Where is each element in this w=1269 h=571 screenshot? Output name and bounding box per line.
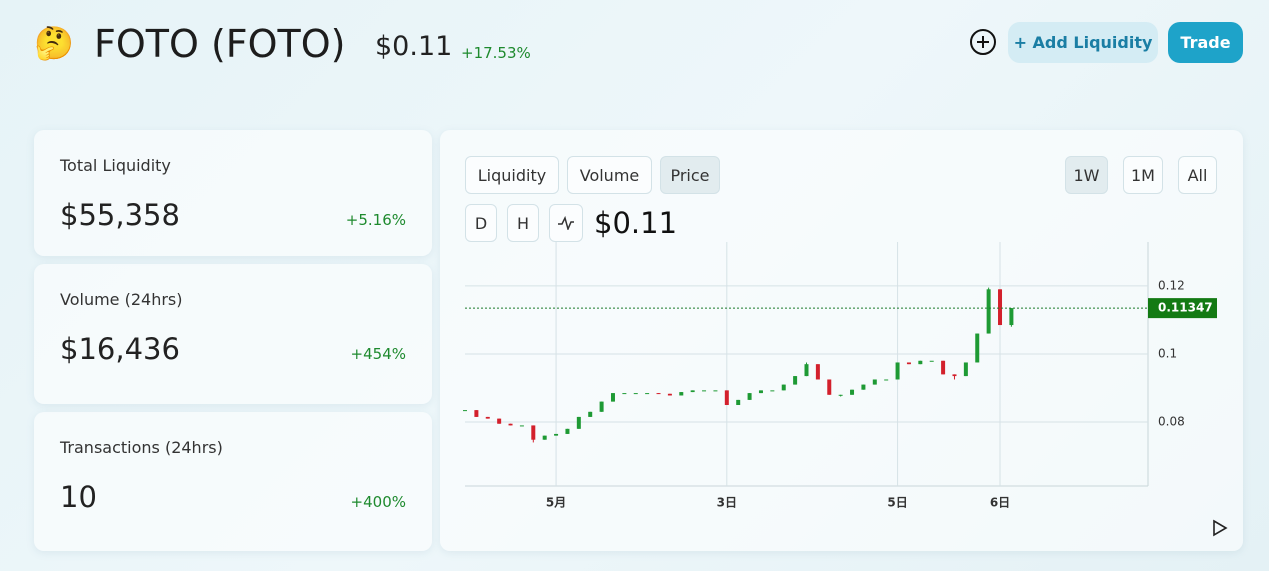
candle-body — [713, 390, 718, 392]
candle-body — [850, 389, 855, 395]
token-price: $0.11 — [375, 31, 453, 62]
range-button[interactable]: 1M — [1123, 156, 1163, 194]
candle-body — [485, 416, 490, 419]
tab-button[interactable]: Volume — [567, 156, 652, 194]
candle-body — [1009, 308, 1014, 326]
stat-label: Volume (24hrs) — [60, 290, 183, 309]
chart-panel: Liquidity Volume Price 1W 1M All D H $0.… — [440, 130, 1243, 551]
candle-body — [884, 379, 889, 381]
candle-body — [508, 423, 513, 426]
candle-body — [770, 390, 775, 392]
candle-body — [793, 376, 798, 385]
candle-body — [667, 393, 672, 396]
scroll-button[interactable] — [1213, 519, 1228, 537]
last-price-box — [1148, 298, 1217, 319]
candle-body — [963, 362, 968, 377]
candle-body — [599, 401, 604, 412]
interval-button[interactable]: H — [507, 204, 539, 242]
tab-button[interactable]: Liquidity — [465, 156, 559, 194]
candle-body — [906, 362, 911, 365]
stat-value: $16,436 — [60, 332, 180, 366]
candle-body — [542, 435, 547, 440]
candle-body — [645, 393, 650, 395]
stat-card: Transactions (24hrs) 10 +400% — [34, 412, 432, 551]
candle-body — [827, 379, 832, 395]
line-mode-button[interactable] — [549, 204, 583, 242]
candle-body — [702, 390, 707, 392]
candle-body — [895, 362, 900, 380]
token-name: FOTO (FOTO) — [94, 22, 346, 66]
candle-body — [941, 360, 946, 375]
x-tick-label: 6日 — [990, 496, 1010, 510]
stat-value: 10 — [60, 480, 97, 514]
stat-card: Total Liquidity $55,358 +5.16% — [34, 130, 432, 256]
stat-label: Total Liquidity — [60, 156, 171, 175]
candle-body — [519, 425, 524, 427]
candle-body — [576, 416, 581, 429]
candle-body — [998, 289, 1003, 326]
candle-body — [622, 393, 627, 395]
candle-body — [656, 393, 661, 395]
stat-change: +400% — [350, 493, 406, 511]
trade-button[interactable]: Trade — [1168, 22, 1243, 63]
candle-body — [554, 433, 559, 436]
candle-body — [588, 411, 593, 417]
y-tick-label: 0.12 — [1158, 278, 1185, 292]
candle-body — [610, 393, 615, 402]
candle-body — [565, 428, 570, 434]
candle-body — [747, 393, 752, 400]
x-tick-label: 3日 — [717, 496, 737, 510]
add-icon[interactable] — [969, 28, 997, 56]
candle-body — [781, 384, 786, 391]
stat-card: Volume (24hrs) $16,436 +454% — [34, 264, 432, 404]
candle-body — [952, 374, 957, 377]
tab-button[interactable]: Price — [660, 156, 720, 194]
candle-body — [918, 360, 923, 365]
range-button[interactable]: All — [1178, 156, 1217, 194]
stat-value: $55,358 — [60, 198, 180, 232]
candle-body — [736, 399, 741, 406]
candle-body — [758, 390, 763, 394]
candle-body — [690, 390, 695, 393]
price-change: +17.53% — [461, 44, 531, 62]
candle-body — [861, 384, 866, 390]
candle-body — [531, 425, 536, 440]
stat-change: +5.16% — [345, 211, 406, 229]
interval-button[interactable]: D — [465, 204, 497, 242]
last-price-label: 0.11347 — [1158, 301, 1213, 315]
candle-body — [975, 333, 980, 363]
candle-body — [724, 390, 729, 406]
range-button[interactable]: 1W — [1065, 156, 1108, 194]
candle-body — [986, 289, 991, 334]
add-liquidity-button[interactable]: + Add Liquidity — [1008, 22, 1158, 63]
candle-body — [929, 360, 934, 362]
candle-body — [838, 394, 843, 396]
pulse-icon — [558, 216, 574, 230]
candle-body — [497, 418, 502, 424]
stat-change: +454% — [350, 345, 406, 363]
y-tick-label: 0.1 — [1158, 346, 1177, 360]
price-chart: 0.08 0.1 0.12 5月 3日 5日 6日 0.11347 — [463, 242, 1228, 537]
token-icon: 🤔 — [34, 24, 74, 62]
candle-body — [463, 410, 467, 412]
candle-body — [804, 364, 809, 377]
candle-body — [815, 364, 820, 380]
candle-body — [679, 392, 684, 396]
x-tick-label: 5月 — [546, 496, 566, 510]
current-price: $0.11 — [594, 206, 678, 240]
x-tick-label: 5日 — [887, 496, 907, 510]
candle-body — [872, 379, 877, 385]
y-tick-label: 0.08 — [1158, 415, 1185, 429]
candle-body — [633, 393, 638, 395]
stat-label: Transactions (24hrs) — [60, 438, 223, 457]
candle-body — [474, 410, 479, 417]
